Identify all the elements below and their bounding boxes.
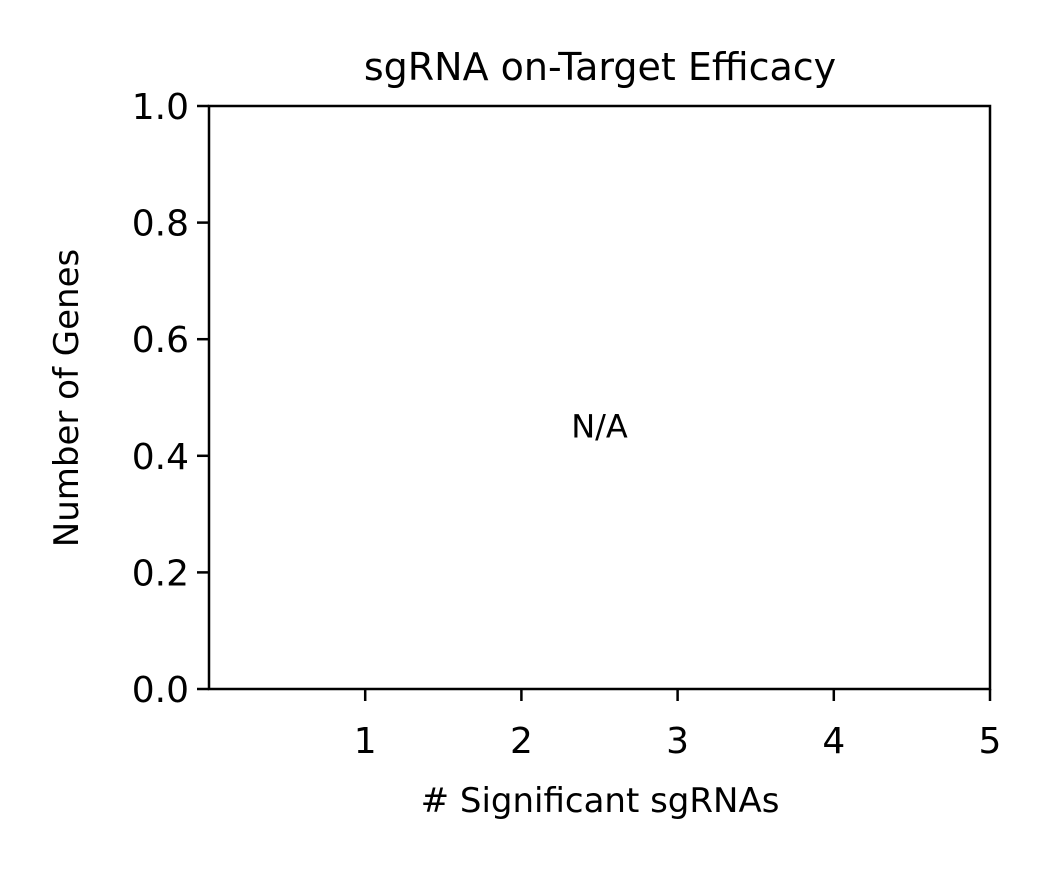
- plot-frame: [207, 104, 992, 691]
- y-tick-label: 1.0: [132, 87, 189, 128]
- chart-title: sgRNA on-Target Efficacy: [364, 45, 836, 89]
- x-tick-label: 4: [822, 721, 845, 762]
- x-tick-label: 5: [979, 721, 1002, 762]
- y-tick-label: 0.6: [132, 320, 189, 361]
- x-tick-label: 1: [354, 721, 377, 762]
- x-axis-label: # Significant sgRNAs: [421, 781, 780, 821]
- y-tick-label: 0.4: [132, 437, 189, 478]
- x-tick-label: 3: [666, 721, 689, 762]
- na-annotation: N/A: [571, 408, 628, 446]
- y-tick-label: 0.8: [132, 204, 189, 245]
- y-tick-label: 0.0: [132, 670, 189, 711]
- x-axis: 1 2 3 4 5: [354, 689, 1002, 762]
- x-tick-label: 2: [510, 721, 533, 762]
- y-tick-label: 0.2: [132, 553, 189, 594]
- y-axis: 0.0 0.2 0.4 0.6 0.8 1.0: [132, 87, 209, 711]
- y-axis-label: Number of Genes: [47, 249, 87, 547]
